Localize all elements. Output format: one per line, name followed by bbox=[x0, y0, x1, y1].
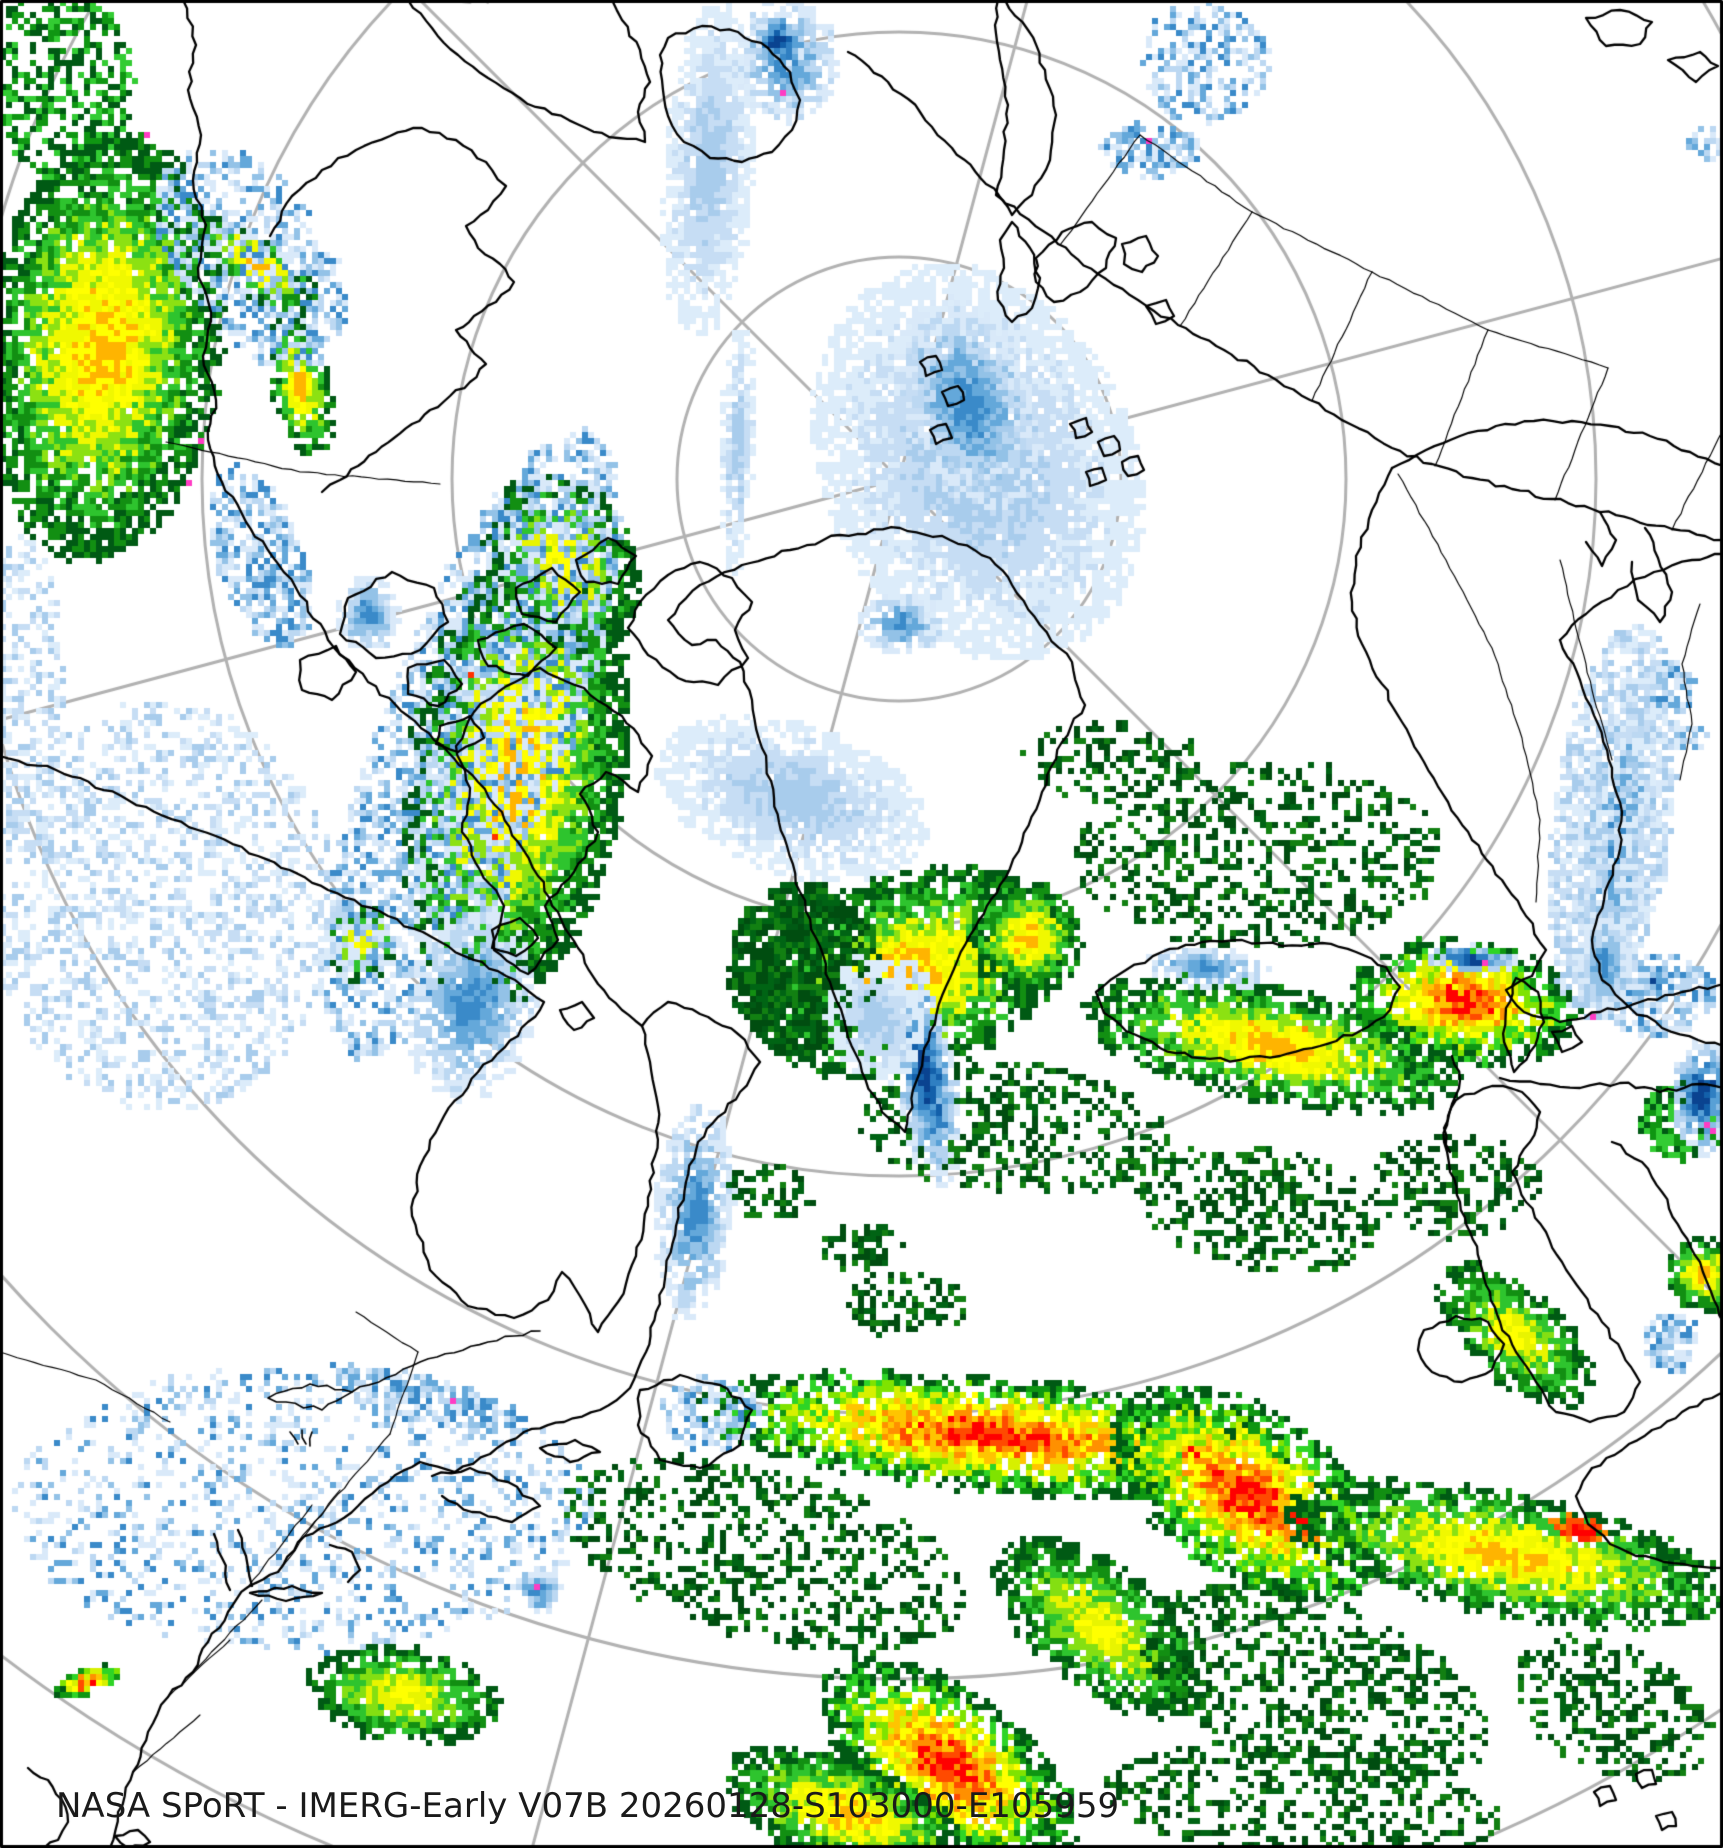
map-title: NASA SPoRT - IMERG-Early V07B 20260128-S… bbox=[56, 1786, 1120, 1826]
